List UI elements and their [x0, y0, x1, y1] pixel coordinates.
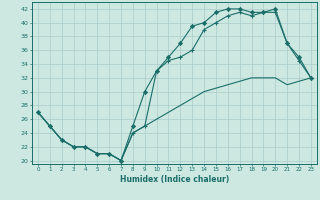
X-axis label: Humidex (Indice chaleur): Humidex (Indice chaleur) [120, 175, 229, 184]
